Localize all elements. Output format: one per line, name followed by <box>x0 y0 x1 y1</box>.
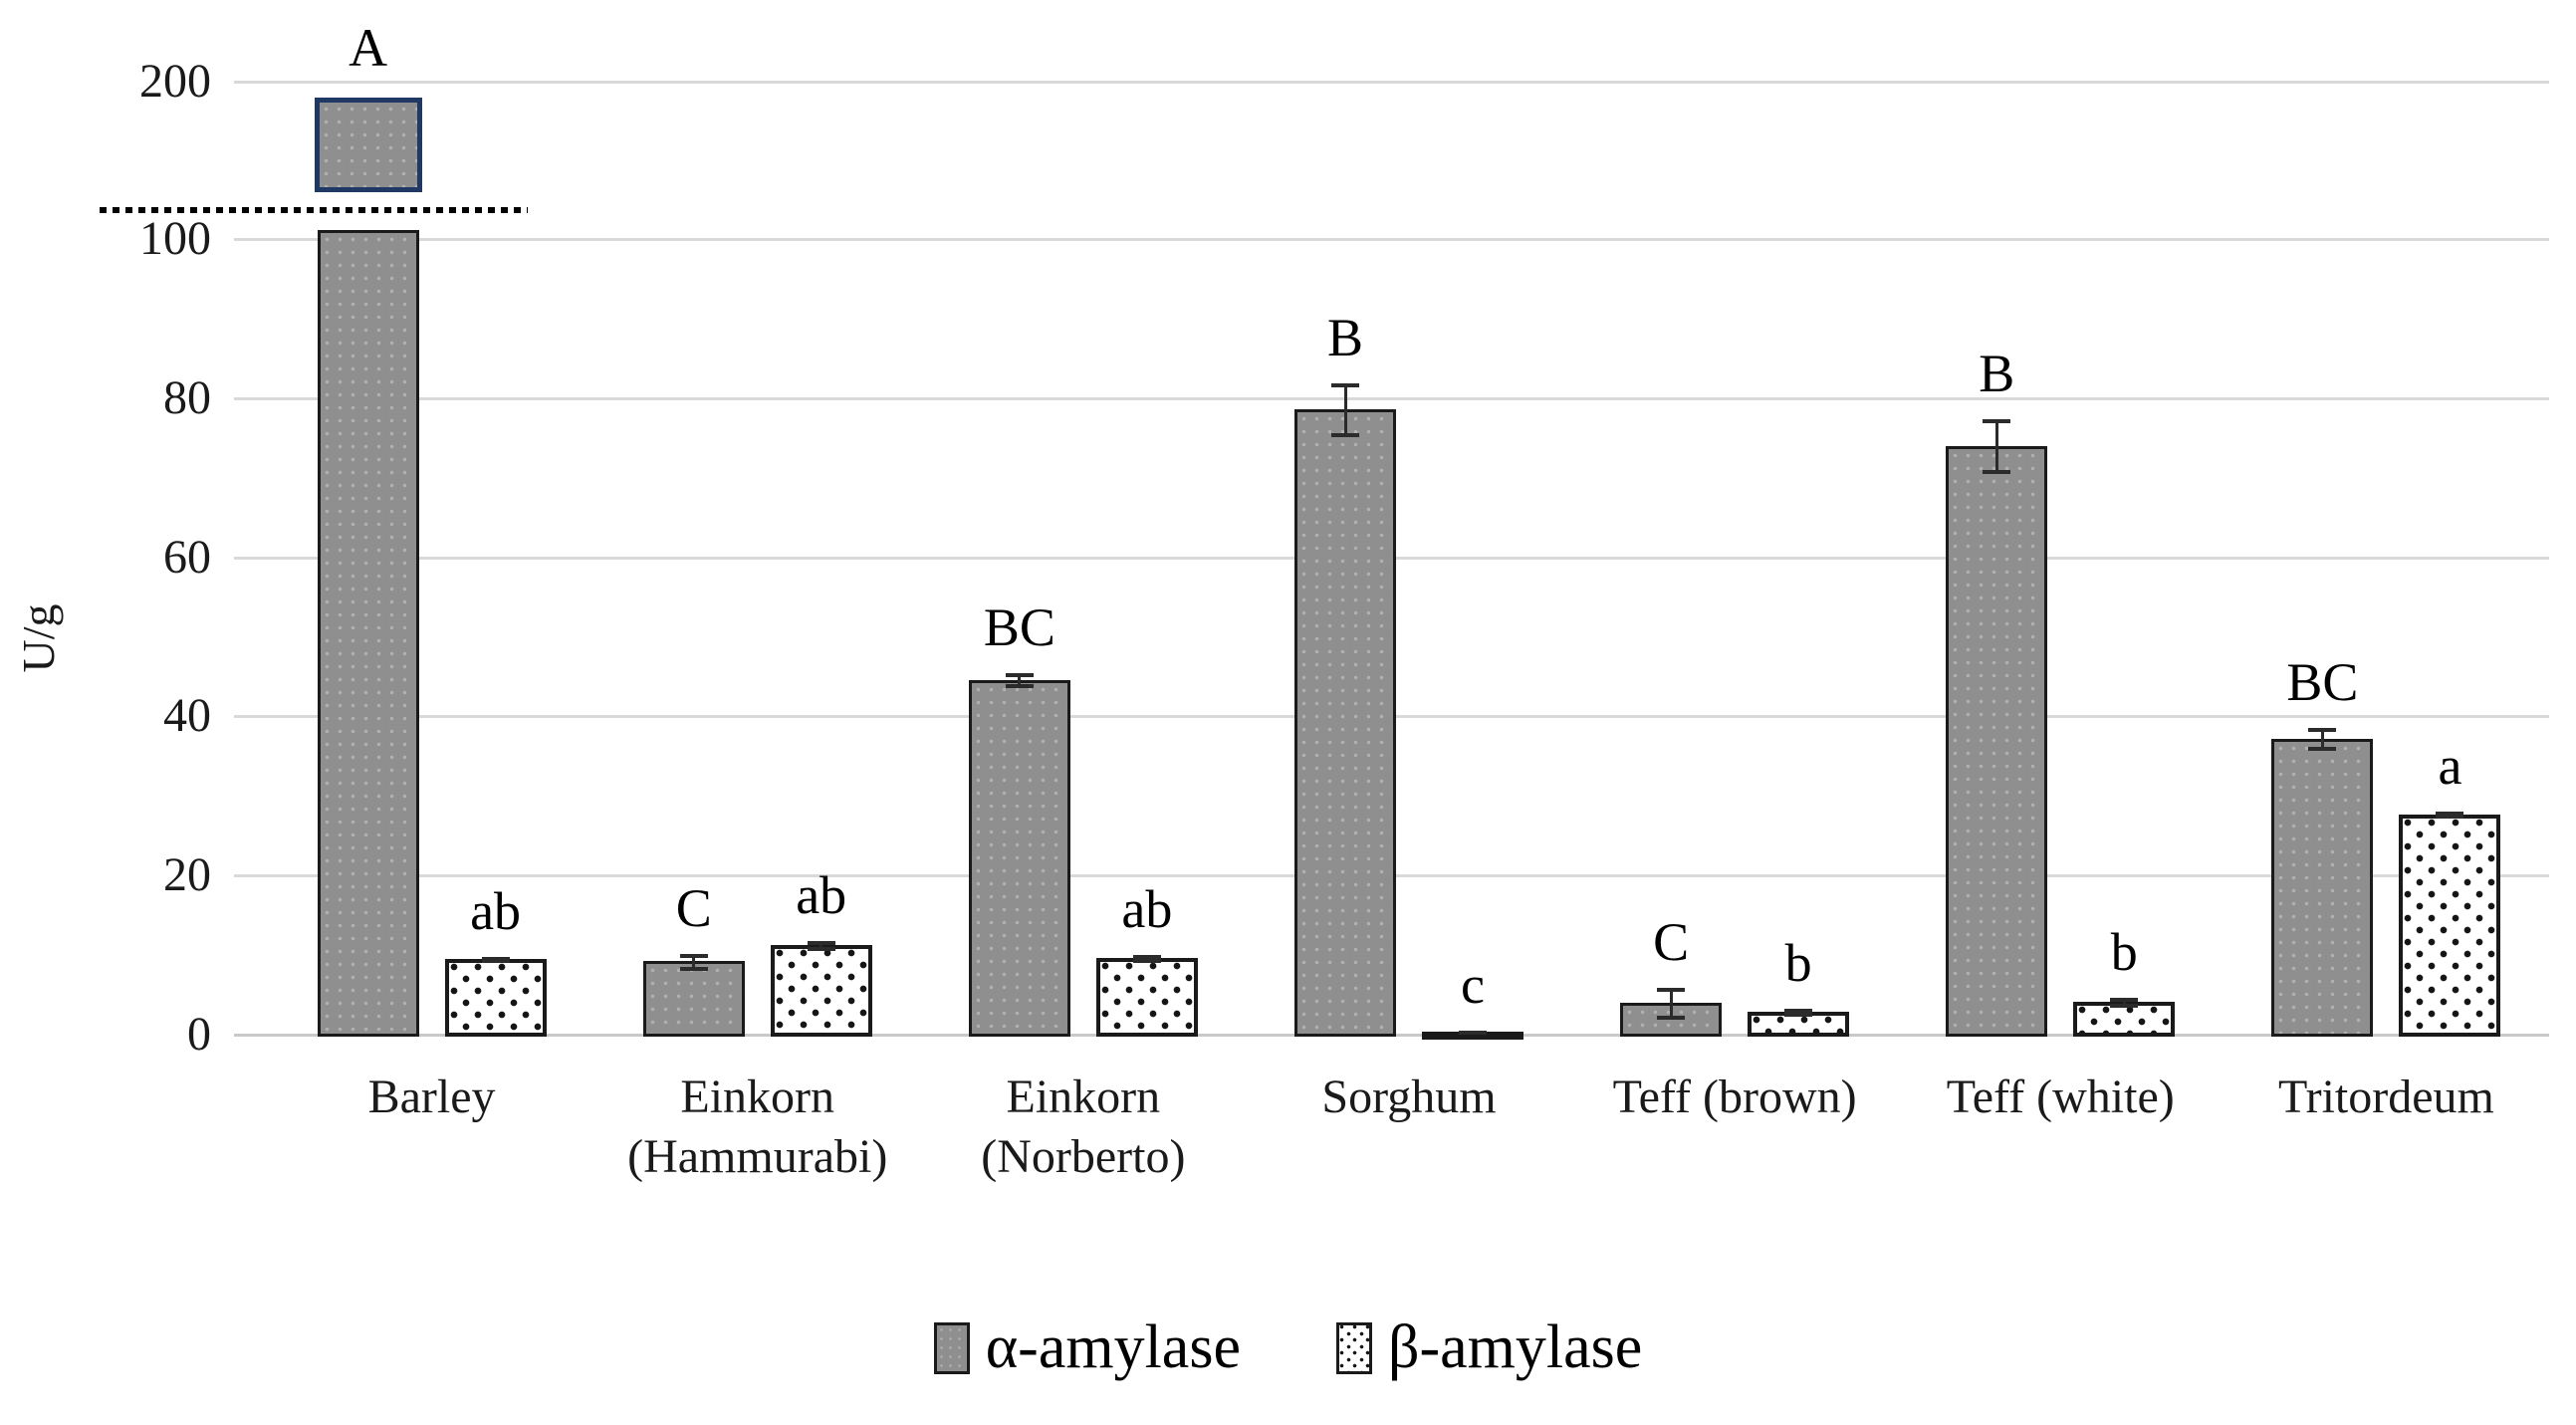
bar-teff-white-alpha-amylase-error-cap-bottom <box>1983 470 2011 475</box>
significance-letter-einkorn-hammurabi-alpha: C <box>675 878 712 939</box>
x-axis-label-line: Sorghum <box>1321 1070 1497 1123</box>
x-axis-label-tritordeum: Tritordeum <box>2222 1068 2550 1127</box>
y-tick-label-200: 200 <box>139 55 211 108</box>
bar-teff-brown-alpha-amylase-error-cap-bottom <box>1657 1016 1686 1021</box>
bar-sorghum-beta-amylase-error-cap-bottom <box>1459 1031 1487 1035</box>
bar-einkorn-norberto-beta-amylase-error-cap-bottom <box>1132 959 1161 964</box>
bar-teff-brown-alpha-amylase-error-cap-top <box>1657 987 1686 992</box>
bar-tritordeum-beta-amylase <box>2399 814 2501 1037</box>
bar-teff-brown-alpha-amylase-error-bar <box>1669 987 1673 1019</box>
bar-einkorn-norberto-alpha-amylase <box>968 679 1070 1037</box>
x-axis-label-line: Teff (brown) <box>1612 1070 1857 1123</box>
bar-barley-beta-amylase-error-cap-bottom <box>481 959 510 964</box>
significance-letter-barley-beta: ab <box>470 880 522 941</box>
x-axis-label-line: Einkorn <box>1006 1070 1161 1123</box>
beta-amylase-legend-label: β-amylase <box>1387 1313 1643 1381</box>
bar-tritordeum-alpha-amylase-error-cap-top <box>2308 728 2337 733</box>
beta-amylase-swatch-icon <box>1335 1321 1372 1374</box>
bar-teff-white-alpha-amylase-error-bar <box>1994 419 1998 473</box>
bar-einkorn-norberto-alpha-amylase-error-bar <box>1018 673 1022 687</box>
bar-sorghum-alpha-amylase-error-cap-top <box>1331 383 1359 388</box>
y-axis-title: U/g <box>13 603 64 673</box>
bar-einkorn-norberto-beta-amylase-error-cap-top <box>1132 955 1161 960</box>
gridline-200 <box>234 81 2549 84</box>
bar-einkorn-norberto-alpha-amylase-error-cap-top <box>1005 673 1034 678</box>
significance-letter-sorghum-beta: c <box>1461 954 1485 1015</box>
significance-letter-tritordeum-beta: a <box>2438 736 2462 797</box>
alpha-amylase-swatch-icon <box>933 1321 970 1374</box>
significance-letter-einkorn-norberto-beta: ab <box>1121 879 1173 940</box>
x-axis-label-line: Teff (white) <box>1946 1070 2175 1123</box>
bar-barley-beta-amylase-error-cap-top <box>481 956 510 961</box>
y-tick-label-100: 100 <box>139 212 211 265</box>
x-axis-label-line: Tritordeum <box>2277 1070 2494 1123</box>
y-tick-label-0: 0 <box>187 1008 211 1061</box>
bar-tritordeum-beta-amylase-error-cap-bottom <box>2436 815 2464 820</box>
significance-letter-teff-white-beta: b <box>2110 922 2138 983</box>
significance-letter-teff-brown-alpha: C <box>1653 911 1690 972</box>
bar-barley-alpha-amylase <box>317 230 419 1037</box>
bar-teff-white-beta-amylase <box>2073 1002 2176 1037</box>
x-axis-label-line: Barley <box>367 1070 496 1123</box>
bar-tritordeum-beta-amylase-error-cap-top <box>2436 812 2464 817</box>
bar-einkorn-hammurabi-beta-amylase-error-cap-bottom <box>807 946 835 951</box>
significance-letter-teff-white-alpha: B <box>1979 344 2015 404</box>
x-axis-label-einkorn-norberto: Einkorn (Norberto) <box>919 1068 1248 1187</box>
significance-letter-tritordeum-alpha: BC <box>2286 652 2359 713</box>
legend-item-alpha-amylase: α-amylase <box>933 1312 1241 1383</box>
alpha-amylase-legend-label: α-amylase <box>985 1313 1241 1381</box>
x-axis-label-sorghum: Sorghum <box>1245 1068 1573 1127</box>
x-axis-label-line: (Norberto) <box>981 1130 1186 1183</box>
gridline-80 <box>234 396 2549 400</box>
bar-einkorn-norberto-alpha-amylase-error-cap-bottom <box>1005 684 1034 689</box>
y-tick-label-40: 40 <box>163 689 211 743</box>
x-axis-label-teff-white: Teff (white) <box>1896 1068 2225 1127</box>
bar-teff-white-beta-amylase-error-cap-top <box>2110 998 2139 1003</box>
bar-sorghum-alpha-amylase <box>1294 408 1396 1037</box>
bar-barley-alpha-amylase-upper-segment <box>314 97 422 192</box>
x-axis-label-barley: Barley <box>268 1068 596 1127</box>
bar-einkorn-hammurabi-alpha-amylase-error-bar <box>692 954 696 969</box>
bar-tritordeum-alpha-amylase-error-cap-bottom <box>2308 747 2337 752</box>
x-axis-label-line: (Hammurabi) <box>627 1130 888 1183</box>
significance-letter-einkorn-norberto-alpha: BC <box>983 597 1055 658</box>
x-axis-label-teff-brown: Teff (brown) <box>1570 1068 1899 1127</box>
y-tick-label-80: 80 <box>163 370 211 424</box>
legend-item-beta-amylase: β-amylase <box>1335 1312 1643 1383</box>
bar-teff-white-alpha-amylase-error-cap-top <box>1983 419 2011 424</box>
bar-barley-beta-amylase <box>444 959 547 1037</box>
bar-teff-white-alpha-amylase <box>1946 445 2048 1037</box>
axis-break-dotted-line <box>100 207 528 213</box>
significance-letter-einkorn-hammurabi-beta: ab <box>796 864 847 925</box>
significance-letter-barley-alpha: A <box>349 17 388 78</box>
bar-einkorn-hammurabi-alpha-amylase-error-cap-top <box>679 954 708 959</box>
bar-tritordeum-alpha-amylase-error-bar <box>2320 728 2324 750</box>
bar-sorghum-alpha-amylase-error-bar <box>1343 383 1347 435</box>
bar-einkorn-hammurabi-alpha-amylase <box>642 961 745 1037</box>
bar-teff-brown-beta-amylase-error-cap-bottom <box>1784 1013 1813 1018</box>
bar-teff-brown-beta-amylase-error-cap-top <box>1784 1008 1813 1013</box>
gridline-100 <box>234 238 2549 241</box>
bar-tritordeum-alpha-amylase <box>2271 738 2374 1037</box>
bar-sorghum-alpha-amylase-error-cap-bottom <box>1331 432 1359 437</box>
bar-einkorn-hammurabi-beta-amylase <box>770 944 872 1037</box>
bar-einkorn-hammurabi-beta-amylase-error-cap-top <box>807 940 835 945</box>
y-tick-label-60: 60 <box>163 530 211 584</box>
significance-letter-teff-brown-beta: b <box>1784 932 1812 993</box>
significance-letter-sorghum-alpha: B <box>1326 308 1364 368</box>
bar-einkorn-norberto-beta-amylase <box>1095 958 1198 1037</box>
x-axis-label-line: Einkorn <box>680 1070 835 1123</box>
bar-einkorn-hammurabi-alpha-amylase-error-cap-bottom <box>679 966 708 971</box>
x-axis-label-einkorn-hammurabi: Einkorn (Hammurabi) <box>593 1068 922 1187</box>
y-tick-label-20: 20 <box>163 848 211 902</box>
legend: α-amylase β-amylase <box>0 1312 2576 1383</box>
bar-teff-white-beta-amylase-error-cap-bottom <box>2110 1004 2139 1009</box>
